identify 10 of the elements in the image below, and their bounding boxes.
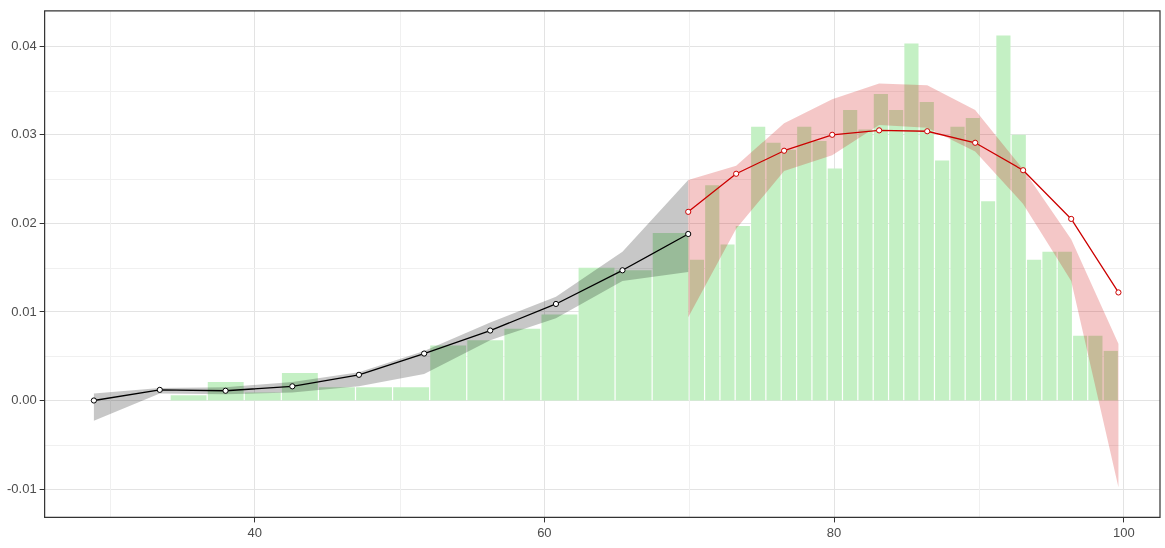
x-tick-label: 40 (247, 524, 262, 540)
y-tick-label: 0.04 (11, 37, 37, 53)
y-tick-label: 0.03 (11, 126, 37, 142)
x-tick-label: 100 (1112, 524, 1135, 540)
x-tick-label: 60 (537, 524, 552, 540)
x-tick-label: 80 (826, 524, 842, 540)
y-tick-label: 0.00 (11, 392, 37, 408)
y-tick-label: 0.01 (11, 303, 37, 319)
y-tick-label: 0.02 (11, 214, 37, 230)
y-tick-label: -0.01 (6, 480, 37, 496)
